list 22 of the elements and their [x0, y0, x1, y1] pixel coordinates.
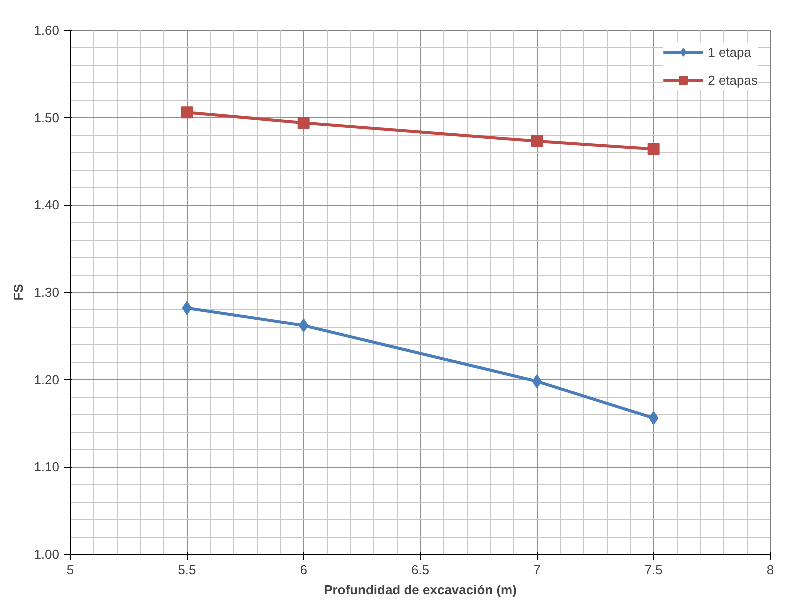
y-tick-label: 1.10 [34, 460, 60, 475]
legend-label: 1 etapa [708, 44, 752, 60]
y-tick-label: 1.00 [34, 547, 60, 562]
point [531, 135, 544, 148]
point [181, 106, 194, 119]
x-tick-label: 6.5 [411, 562, 430, 578]
x-tick-label: 7.5 [644, 562, 663, 578]
x-tick-label: 6 [300, 562, 308, 578]
y-tick-label: 1.30 [34, 285, 60, 300]
y-tick-label: 1.40 [34, 198, 60, 213]
y-axis-title: FS [11, 284, 26, 301]
x-tick-label: 7 [534, 562, 541, 578]
x-tick-label: 8 [766, 562, 774, 578]
x-axis-title: Profundidad de excavación (m) [324, 582, 517, 598]
legend-label: 2 etapas [708, 72, 758, 88]
x-tick-label: 5.5 [178, 562, 196, 578]
y-tick-label: 1.20 [34, 372, 60, 388]
y-tick-label: 1.60 [34, 23, 60, 38]
point [648, 143, 660, 156]
y-tick-label: 1.50 [34, 110, 60, 126]
point [298, 117, 310, 130]
x-tick-label: 5 [66, 562, 74, 578]
